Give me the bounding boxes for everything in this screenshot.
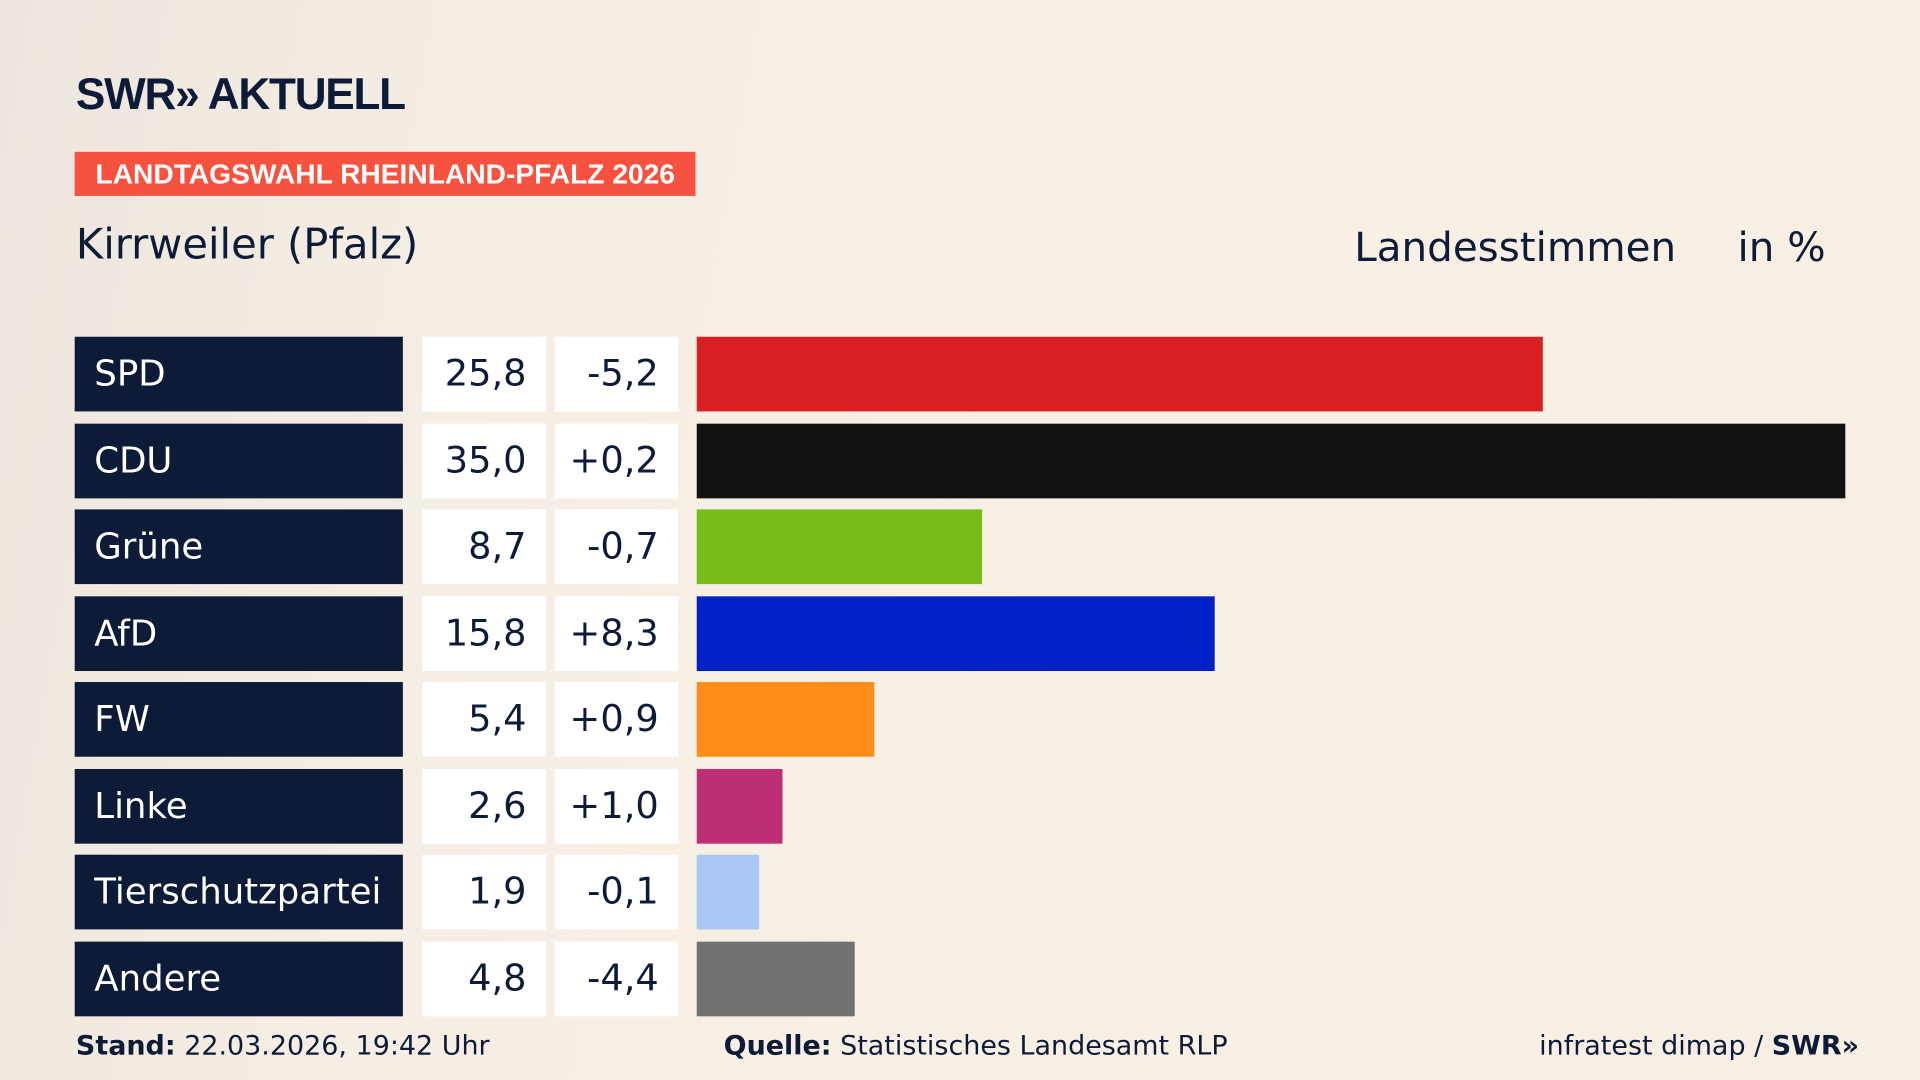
party-diff: +8,3 — [554, 595, 679, 671]
party-diff: -4,4 — [554, 941, 679, 1016]
party-bar — [696, 941, 855, 1016]
party-diff: +0,9 — [554, 682, 679, 757]
party-diff: +1,0 — [554, 768, 679, 844]
swr-logo: SWR» — [1771, 1031, 1860, 1062]
party-value: 4,8 — [422, 941, 547, 1016]
party-name: CDU — [74, 423, 403, 498]
unit-label: in % — [1737, 222, 1826, 271]
party-row: CDU 35,0 +0,2 — [0, 423, 1920, 498]
party-row: SPD 25,8 -5,2 — [0, 336, 1920, 412]
party-name: FW — [74, 682, 403, 757]
stand-label: Stand: — [75, 1031, 176, 1062]
party-bar — [696, 423, 1846, 498]
party-row: AfD 15,8 +8,3 — [0, 595, 1920, 671]
party-value: 15,8 — [422, 595, 547, 671]
party-bar — [696, 682, 874, 757]
party-value: 1,9 — [422, 854, 547, 930]
party-value: 2,6 — [422, 768, 547, 844]
credit-text: infratest dimap / — [1539, 1031, 1772, 1062]
party-bar — [696, 768, 783, 844]
party-row: Linke 2,6 +1,0 — [0, 768, 1920, 844]
stand-value: 22.03.2026, 19:42 Uhr — [184, 1031, 490, 1062]
party-name: Andere — [74, 941, 403, 1016]
measure-label: Landesstimmen — [1354, 222, 1677, 271]
party-name: AfD — [74, 595, 403, 671]
party-value: 8,7 — [422, 509, 547, 585]
party-name: SPD — [74, 336, 403, 412]
party-name: Linke — [74, 768, 403, 844]
party-value: 35,0 — [422, 423, 547, 498]
source: Quelle: Statistisches Landesamt RLP — [724, 1031, 1228, 1062]
party-value: 5,4 — [422, 682, 547, 757]
party-name: Tierschutzpartei — [74, 854, 403, 930]
election-tag: LANDTAGSWAHL RHEINLAND-PFALZ 2026 — [74, 151, 696, 196]
place-title: Kirrweiler (Pfalz) — [75, 220, 419, 270]
source-label: Quelle: — [723, 1031, 832, 1062]
party-diff: -5,2 — [554, 336, 679, 412]
party-bar — [696, 336, 1544, 412]
party-name: Grüne — [74, 509, 403, 585]
party-diff: -0,1 — [554, 854, 679, 930]
party-bar — [696, 595, 1216, 671]
party-row: Grüne 8,7 -0,7 — [0, 509, 1920, 585]
credit: infratest dimap / SWR» — [1539, 1031, 1859, 1062]
party-bar — [696, 509, 983, 585]
party-value: 25,8 — [422, 336, 547, 412]
party-bar — [696, 854, 760, 930]
party-row: Andere 4,8 -4,4 — [0, 941, 1920, 1016]
party-row: Tierschutzpartei 1,9 -0,1 — [0, 854, 1920, 930]
party-diff: -0,7 — [554, 509, 679, 585]
party-row: FW 5,4 +0,9 — [0, 682, 1920, 757]
party-diff: +0,2 — [554, 423, 679, 498]
source-value: Statistisches Landesamt RLP — [840, 1031, 1228, 1062]
stand: Stand: 22.03.2026, 19:42 Uhr — [76, 1031, 490, 1062]
swr-aktuell-logo: SWR» AKTUELL — [75, 68, 406, 119]
